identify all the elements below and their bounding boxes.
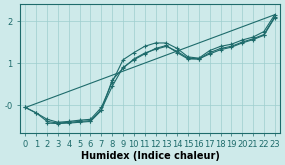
X-axis label: Humidex (Indice chaleur): Humidex (Indice chaleur) [81, 151, 219, 161]
